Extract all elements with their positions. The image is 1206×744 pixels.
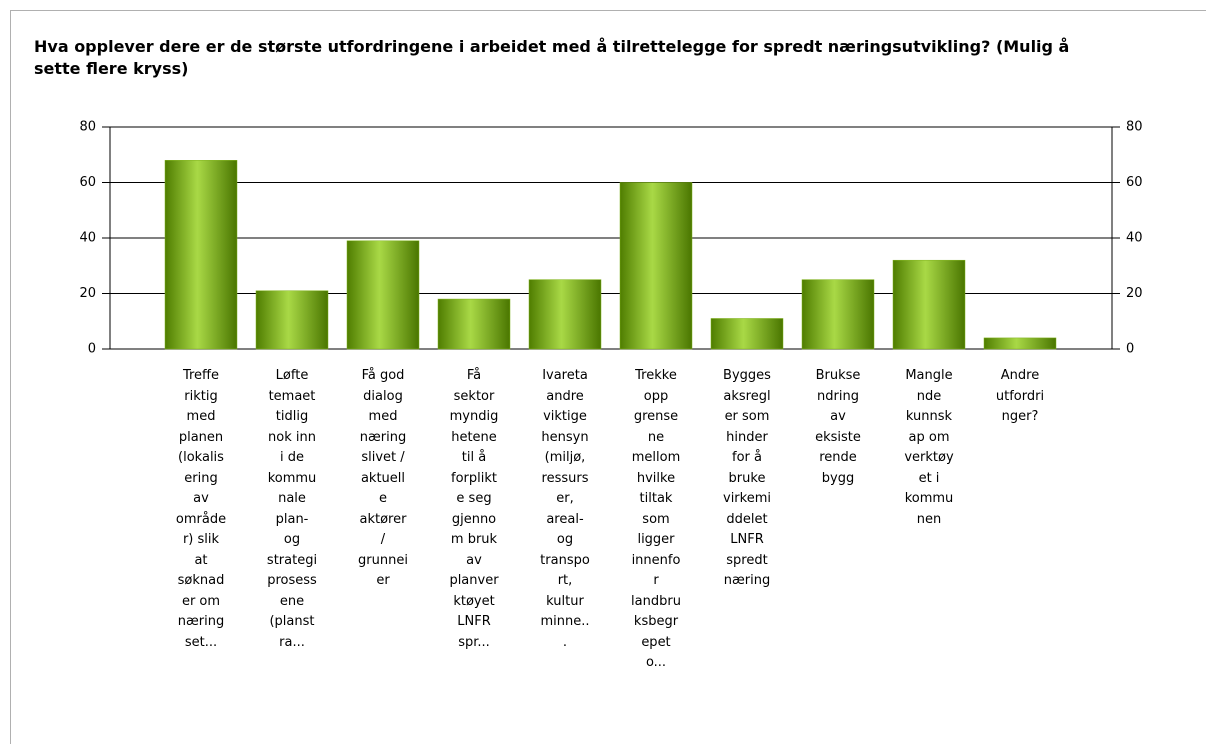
bar [346,240,420,350]
chart-title: Hva opplever dere er de største utfordri… [34,37,1070,78]
x-tick-label: Andre utfordri nger? [995,368,1045,424]
y2-tick-label: 20 [1126,286,1143,301]
bar [528,279,602,350]
y2-tick-label: 40 [1126,231,1143,246]
y2-tick-label: 0 [1126,342,1134,357]
y-tick-label: 40 [79,231,96,246]
x-tick-label: Treffe riktig med planen (lokalis ering … [175,368,227,650]
bar [983,337,1057,350]
y-tick-label: 80 [79,120,96,135]
bar [619,182,693,350]
x-tick-label: Få sektor myndig hetene til å forplikt e… [449,368,499,650]
x-tick-label: Bygges aksregl er som hinder for å bruke… [723,368,771,588]
bar [710,318,784,350]
y-tick-label: 60 [79,175,96,190]
panel [10,10,1206,744]
bar [801,279,875,350]
x-tick-label: Mangle nde kunnsk ap om verktøy et i kom… [904,368,954,527]
y-tick-label: 20 [79,286,96,301]
bar [255,290,329,350]
x-tick-label: Ivareta andre viktige hensyn (miljø, res… [540,368,590,650]
bar [437,298,511,350]
y2-tick-label: 80 [1126,120,1143,135]
x-tick-label: Trekke opp grense ne mellom hvilke tilta… [631,368,681,670]
x-tick-label: Løfte temaet tidlig nok inn i de kommu n… [266,368,318,650]
y2-tick-label: 60 [1126,175,1143,190]
bar [164,160,238,350]
y-tick-label: 0 [88,342,96,357]
x-tick-label: Få god dialog med næring slivet / aktuel… [358,368,408,588]
x-tick-label: Brukse ndring av eksiste rende bygg [815,368,861,486]
bar [892,259,966,350]
